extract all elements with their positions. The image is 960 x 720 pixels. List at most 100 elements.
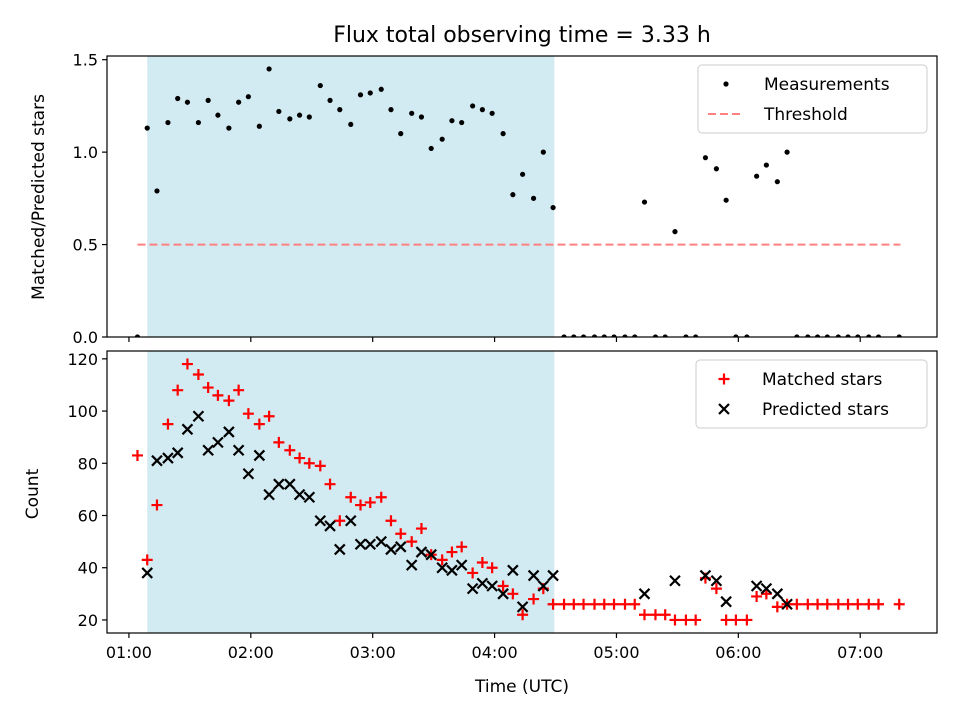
top-data-point xyxy=(652,334,659,337)
top-data-point xyxy=(683,334,689,337)
top-data-point xyxy=(632,334,638,337)
bottom-data-point xyxy=(832,598,844,610)
bottom-data-point xyxy=(598,598,610,610)
bottom-data-point xyxy=(162,418,174,430)
bottom-data-point xyxy=(364,496,376,508)
bottom-data-point xyxy=(558,598,570,610)
top-data-point xyxy=(774,179,780,185)
bottom-data-point xyxy=(680,614,692,626)
top-data-point xyxy=(409,110,415,116)
bottom-data-point xyxy=(547,598,559,610)
bottom-data-point xyxy=(517,609,529,621)
bottom-data-point xyxy=(608,598,620,610)
bottom-data-point xyxy=(364,538,377,550)
bottom-data-point xyxy=(212,436,224,449)
bottom-y-tick-label: 40 xyxy=(78,559,98,578)
top-data-point xyxy=(296,112,303,118)
top-data-point xyxy=(550,204,556,211)
top-data-point xyxy=(530,195,537,201)
bottom-data-point xyxy=(192,410,205,423)
top-data-point xyxy=(591,334,598,337)
bottom-data-point xyxy=(253,449,266,462)
bottom-data-point xyxy=(405,559,418,571)
bottom-data-point xyxy=(589,598,601,610)
top-data-point xyxy=(327,97,333,103)
bottom-data-point xyxy=(263,488,275,501)
bottom-data-point xyxy=(669,575,681,587)
bottom-data-point xyxy=(852,598,864,610)
bottom-data-point xyxy=(812,598,824,610)
top-data-point xyxy=(744,334,750,337)
top-legend-swatch xyxy=(723,81,729,87)
top-data-point xyxy=(439,136,445,142)
top-data-point xyxy=(611,334,617,337)
top-y-tick-label: 1.5 xyxy=(73,51,98,70)
top-legend-box xyxy=(697,64,928,134)
bottom-data-point xyxy=(314,514,327,527)
top-data-point xyxy=(571,334,577,337)
bottom-data-point xyxy=(497,588,509,600)
top-data-point xyxy=(500,131,506,137)
top-data-point xyxy=(236,99,242,105)
bottom-data-point xyxy=(507,588,519,600)
top-data-point xyxy=(470,103,476,109)
top-data-point xyxy=(520,171,526,177)
top-data-point xyxy=(489,110,495,116)
bottom-data-point xyxy=(537,580,550,592)
bottom-data-point xyxy=(568,598,580,610)
top-data-point xyxy=(215,112,221,118)
bottom-data-point xyxy=(527,569,540,582)
bottom-y-tick-label: 80 xyxy=(78,454,98,473)
bottom-data-point xyxy=(181,423,194,436)
bottom-data-point xyxy=(253,418,265,430)
bottom-data-point xyxy=(151,499,163,511)
bottom-data-point xyxy=(415,523,427,535)
top-data-point xyxy=(702,155,709,161)
top-data-point xyxy=(154,188,160,194)
bottom-data-point xyxy=(284,444,296,456)
bottom-data-point xyxy=(436,554,448,566)
x-tick-label: 04:00 xyxy=(472,643,518,662)
bottom-data-point xyxy=(375,491,387,503)
bottom-data-point xyxy=(141,554,153,566)
bottom-series-0 xyxy=(131,358,905,626)
top-data-point xyxy=(672,229,678,235)
top-data-point xyxy=(266,66,272,72)
top-legend-label: Threshold xyxy=(763,105,848,125)
top-data-point xyxy=(306,114,312,120)
top-data-point xyxy=(388,107,394,113)
bottom-data-point xyxy=(760,582,773,595)
top-data-point xyxy=(479,107,485,113)
bottom-data-point xyxy=(669,614,681,626)
top-data-point xyxy=(378,86,384,92)
bottom-data-point xyxy=(354,538,367,550)
x-tick-label: 01:00 xyxy=(106,643,152,662)
bottom-legend-swatch xyxy=(718,373,730,385)
bottom-y-tick-label: 60 xyxy=(78,507,98,526)
top-y-tick-label: 0.5 xyxy=(73,236,98,255)
bottom-data-point xyxy=(242,467,255,480)
bottom-data-point xyxy=(294,452,306,464)
bottom-data-point xyxy=(303,457,315,469)
bottom-data-point xyxy=(791,598,803,610)
top-data-point xyxy=(367,90,373,96)
bottom-data-point xyxy=(181,358,193,370)
top-data-point xyxy=(723,197,729,203)
top-data-point xyxy=(175,95,181,102)
top-panel: 0.0 0.5 1.0 1.5 Measurements Threshold xyxy=(73,51,938,347)
bottom-data-point xyxy=(578,598,590,610)
top-legend-label: Measurements xyxy=(764,75,890,95)
top-data-point xyxy=(337,107,343,113)
top-data-point xyxy=(357,92,364,98)
bottom-data-point xyxy=(284,478,296,490)
top-data-point xyxy=(510,192,516,198)
bottom-data-point xyxy=(394,541,407,553)
top-data-point xyxy=(418,114,425,120)
bottom-data-point xyxy=(375,535,388,548)
top-data-point xyxy=(733,334,739,337)
bottom-data-point xyxy=(436,561,448,574)
top-data-point xyxy=(784,149,790,155)
top-observing-interval xyxy=(147,56,555,337)
bottom-y-tick-label: 100 xyxy=(67,402,98,421)
bottom-legend-swatch xyxy=(718,403,730,415)
